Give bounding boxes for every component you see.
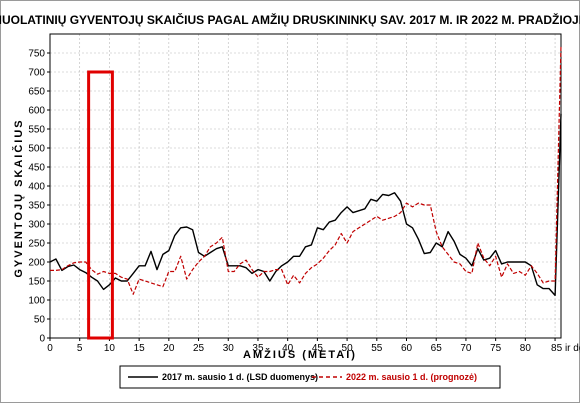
x-tick-label: 70 <box>460 343 472 354</box>
x-tick-label: 20 <box>163 343 175 354</box>
series-line-2017 <box>49 113 562 297</box>
x-tick-label: 55 <box>371 343 383 354</box>
x-tick-label: 45 <box>312 343 324 354</box>
y-axis-label: GYVENTOJŲ SKAIČIUS <box>12 118 25 277</box>
highlight-box <box>87 70 114 340</box>
chart-title: NUOLATINIŲ GYVENTOJŲ SKAIČIUS PAGAL AMŽI… <box>0 12 580 27</box>
y-tick-label: 700 <box>28 68 45 79</box>
x-tick-label: 0 <box>47 343 53 354</box>
x-axis-label: AMŽIUS (METAI) <box>243 348 357 361</box>
x-tick-label: 85 ir dg. <box>551 343 580 354</box>
y-tick-label: 0 <box>39 334 45 345</box>
x-axis-ticks: 0 5 10 15 20 25 30 35 40 45 50 55 60 65 70 75 80 85 ir dg… <box>47 338 580 354</box>
x-tick-label: 75 <box>490 343 502 354</box>
y-tick-label: 550 <box>28 125 45 136</box>
y-tick-label: 500 <box>28 144 45 155</box>
y-tick-label: 350 <box>28 201 45 212</box>
legend-label-2022: 2022 m. sausio 1 d. (prognozė) <box>346 372 477 382</box>
y-tick-label: 250 <box>28 239 45 250</box>
series-line-2022 <box>50 45 562 295</box>
y-tick-label: 750 <box>28 49 45 60</box>
x-tick-label: 25 <box>193 343 205 354</box>
y-axis-ticks: 0 50 100 150 200 250 300 350 400 450 500 550 600 650 7… <box>28 49 50 345</box>
legend: 2017 m. sausio 1 d. (LSD duomenys) 2022 … <box>119 365 501 389</box>
series-lines <box>49 45 562 297</box>
x-tick-label: 80 <box>520 343 532 354</box>
y-tick-label: 50 <box>34 315 46 326</box>
y-tick-label: 300 <box>28 220 45 231</box>
y-tick-label: 600 <box>28 106 45 117</box>
y-tick-label: 150 <box>28 277 45 288</box>
x-tick-label: 60 <box>401 343 413 354</box>
x-tick-label: 30 <box>223 343 235 354</box>
x-tick-label: 5 <box>77 343 83 354</box>
x-tick-label: 40 <box>282 343 294 354</box>
y-tick-label: 400 <box>28 182 45 193</box>
legend-box <box>119 365 501 389</box>
y-tick-label: 650 <box>28 87 45 98</box>
x-tick-label: 50 <box>342 343 354 354</box>
x-tick-label: 10 <box>104 343 116 354</box>
legend-label-2017: 2017 m. sausio 1 d. (LSD duomenys) <box>162 372 318 382</box>
x-tick-label: 15 <box>134 343 146 354</box>
gridlines <box>50 34 561 338</box>
y-tick-label: 450 <box>28 163 45 174</box>
y-tick-label: 200 <box>28 258 45 269</box>
x-tick-label: 65 <box>431 343 443 354</box>
x-tick-label: 35 <box>252 343 264 354</box>
y-tick-label: 100 <box>28 296 45 307</box>
